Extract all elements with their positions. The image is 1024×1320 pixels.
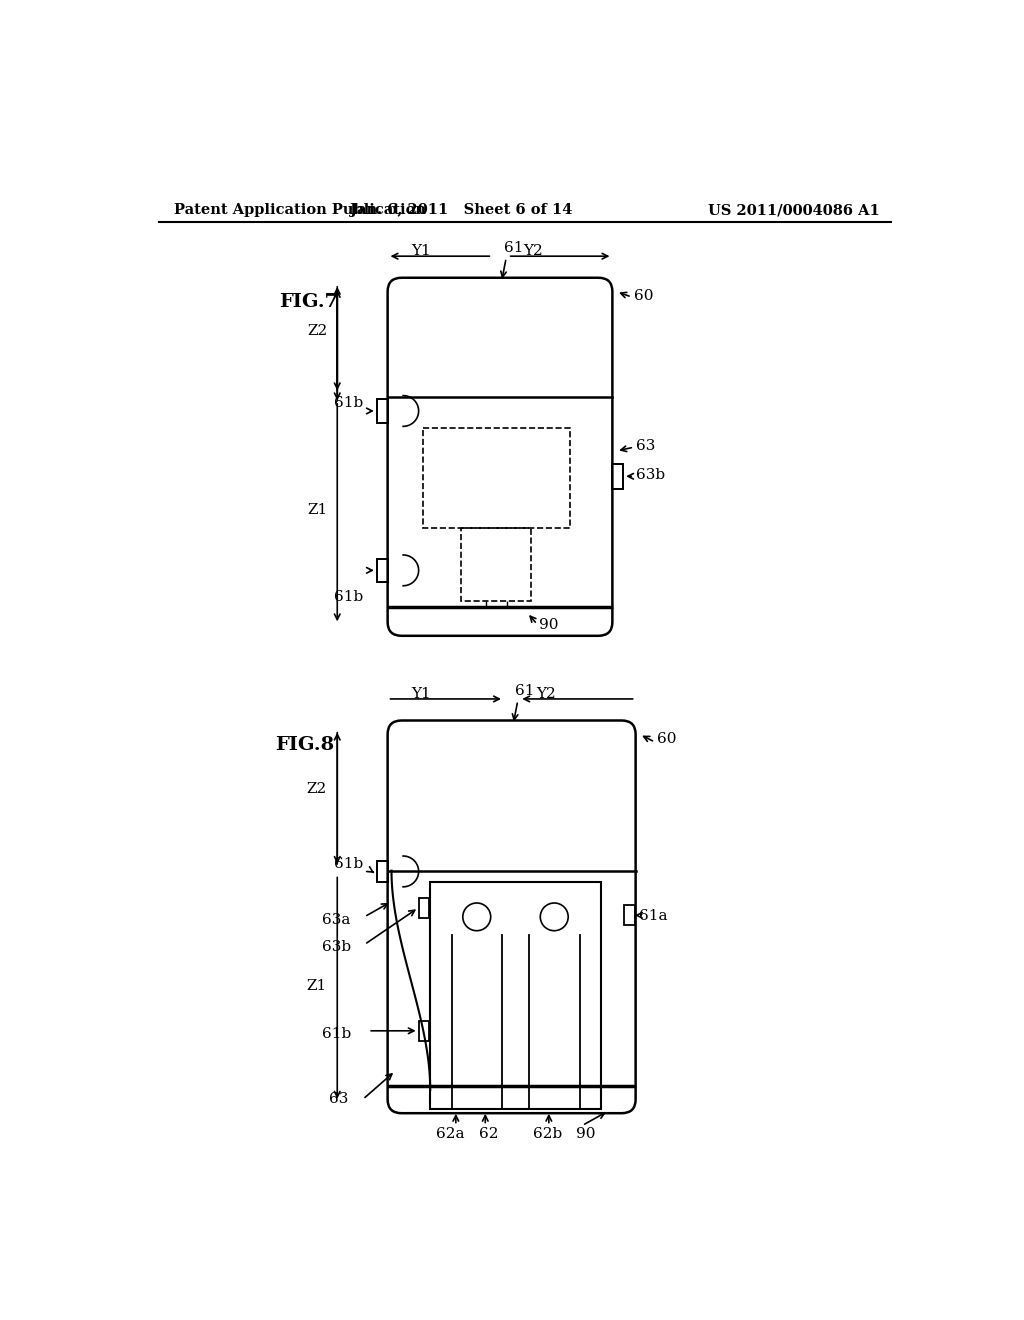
Text: 63b: 63b xyxy=(636,467,665,482)
Text: 61a: 61a xyxy=(640,909,668,923)
Text: Y1: Y1 xyxy=(411,244,431,257)
Bar xyxy=(624,906,635,925)
Text: 90: 90 xyxy=(539,618,558,632)
Text: 61b: 61b xyxy=(334,590,364,603)
Text: 62a: 62a xyxy=(436,1127,465,1140)
Text: 61b: 61b xyxy=(334,857,364,871)
Text: 61b: 61b xyxy=(322,1027,351,1041)
Text: Z1: Z1 xyxy=(306,978,327,993)
Bar xyxy=(377,558,388,582)
Bar xyxy=(612,463,624,488)
Text: 60: 60 xyxy=(634,289,653,304)
Text: Z1: Z1 xyxy=(308,503,328,517)
Bar xyxy=(430,882,601,1109)
Text: 90: 90 xyxy=(575,1127,595,1140)
Text: 61: 61 xyxy=(504,240,523,255)
Text: 63a: 63a xyxy=(322,913,350,927)
Text: 61: 61 xyxy=(515,684,535,697)
Text: Patent Application Publication: Patent Application Publication xyxy=(174,203,427,216)
Text: Y1: Y1 xyxy=(411,686,431,701)
Bar xyxy=(377,400,388,422)
Text: 60: 60 xyxy=(657,733,677,746)
Text: 63: 63 xyxy=(636,440,655,454)
Text: 62b: 62b xyxy=(534,1127,562,1140)
Text: Z2: Z2 xyxy=(308,325,328,338)
Bar xyxy=(419,1020,429,1040)
Text: US 2011/0004086 A1: US 2011/0004086 A1 xyxy=(708,203,880,216)
Bar xyxy=(419,898,429,917)
Bar xyxy=(461,528,531,601)
Text: Y2: Y2 xyxy=(523,244,543,257)
Text: 63b: 63b xyxy=(322,940,351,954)
Text: FIG.7: FIG.7 xyxy=(280,293,338,312)
Text: Jan. 6, 2011   Sheet 6 of 14: Jan. 6, 2011 Sheet 6 of 14 xyxy=(350,203,572,216)
Text: Z2: Z2 xyxy=(306,783,327,796)
Text: Y2: Y2 xyxy=(537,686,556,701)
Text: 63: 63 xyxy=(330,1092,349,1106)
Bar xyxy=(377,861,388,882)
Text: 62: 62 xyxy=(479,1127,499,1140)
Text: 61b: 61b xyxy=(334,396,364,409)
Text: FIG.8: FIG.8 xyxy=(275,737,335,754)
Bar xyxy=(423,428,569,528)
